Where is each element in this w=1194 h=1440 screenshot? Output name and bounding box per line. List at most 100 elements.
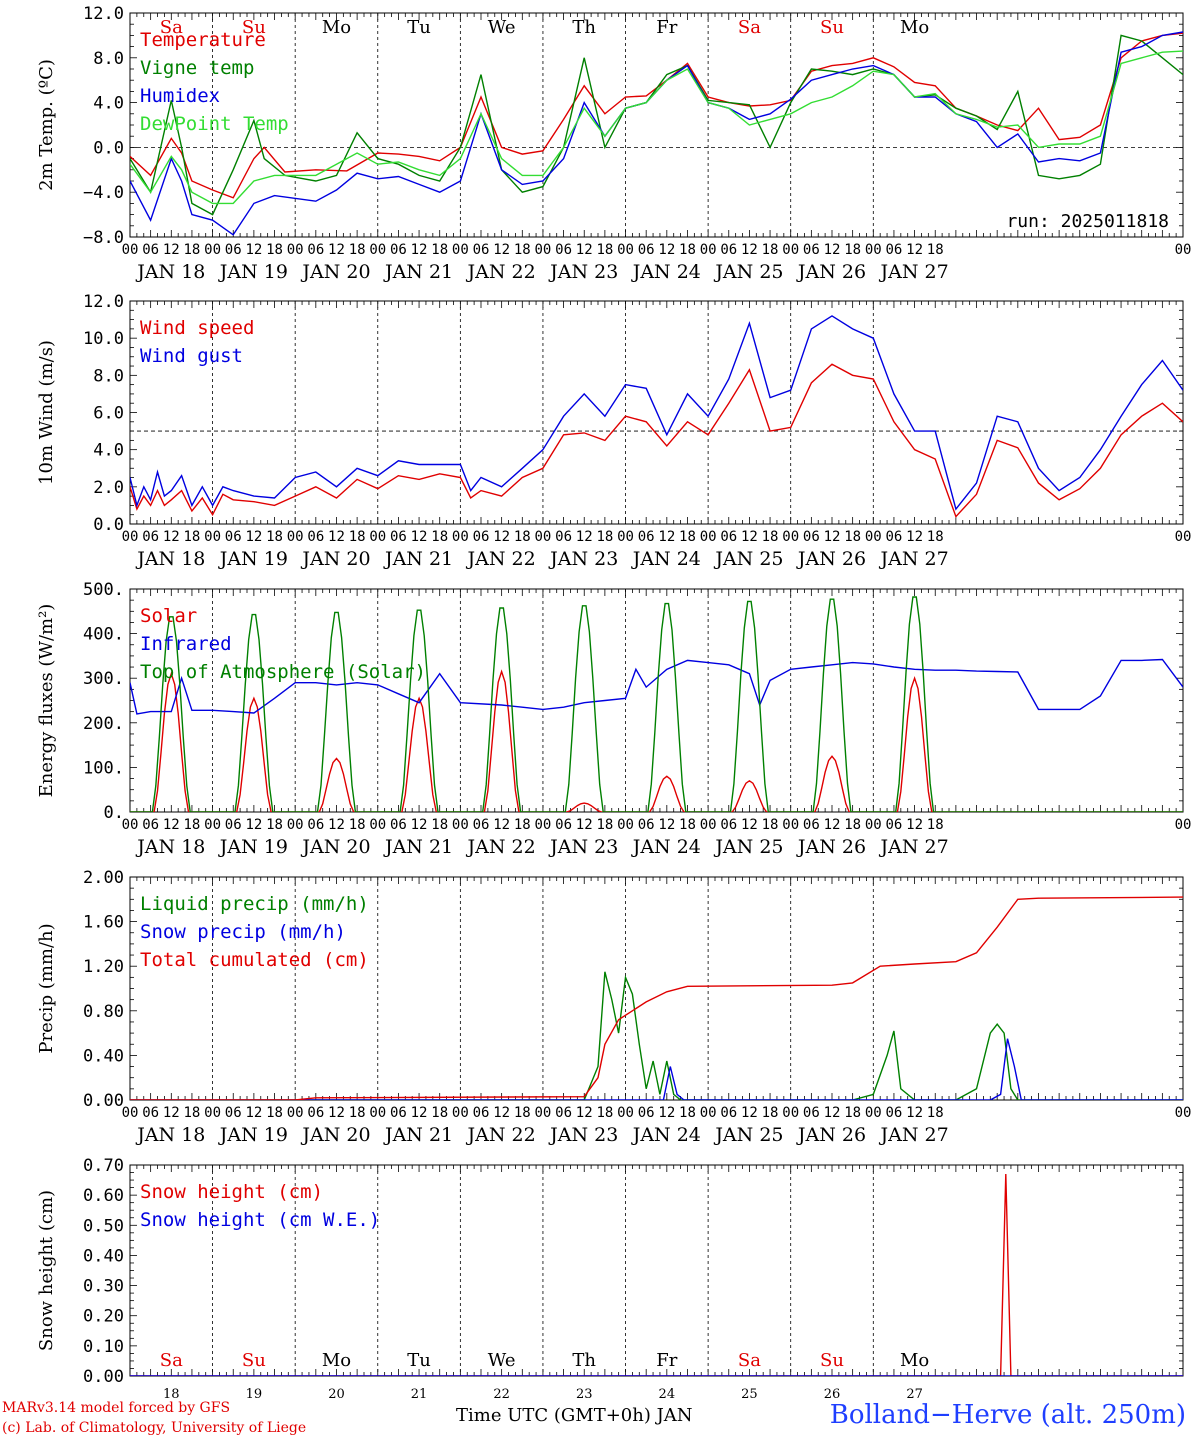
hour-tick-label: 12 <box>576 1105 593 1121</box>
hour-tick-label: 00 <box>700 529 717 545</box>
hour-tick-label: 12 <box>906 817 923 833</box>
hour-tick-label: 12 <box>328 529 345 545</box>
weekday-label: Sa <box>160 1350 183 1371</box>
y-tick-label: 0.50 <box>83 1216 124 1236</box>
y-tick-label: 200. <box>83 714 124 734</box>
weekday-label: Sa <box>738 1350 761 1371</box>
weekday-label: Th <box>572 17 596 38</box>
hour-tick-label: 18 <box>266 817 283 833</box>
series-snow-precip-mm-h- <box>130 1038 1183 1100</box>
hour-tick-label: 12 <box>493 1105 510 1121</box>
hour-tick-label: 12 <box>163 242 180 258</box>
hour-tick-label: 06 <box>555 529 572 545</box>
y-tick-label: 10.0 <box>83 329 124 349</box>
hour-tick-label: 00 <box>782 817 799 833</box>
date-label: JAN 23 <box>548 548 618 570</box>
hour-tick-label: 12 <box>245 529 262 545</box>
legend-entry: Solar <box>140 605 197 627</box>
hour-tick-label: 06 <box>142 817 159 833</box>
day-number-label: 23 <box>576 1387 593 1402</box>
hour-tick-label: 12 <box>328 1105 345 1121</box>
hour-tick-label: 06 <box>142 1105 159 1121</box>
y-tick-label: 2.0 <box>93 478 124 498</box>
legend-entry: Liquid precip (mm/h) <box>140 893 369 915</box>
hour-tick-label: 18 <box>927 529 944 545</box>
hour-tick-label: 18 <box>844 817 861 833</box>
date-label: JAN 27 <box>878 261 948 283</box>
series-wind-speed <box>130 363 1183 518</box>
hour-tick-label: 00 <box>535 242 552 258</box>
y-tick-label: 500. <box>83 580 124 600</box>
hour-tick-label: 00 <box>369 242 386 258</box>
hour-tick-label: 06 <box>307 242 324 258</box>
hour-tick-label: 18 <box>762 817 779 833</box>
date-label: JAN 21 <box>383 548 453 570</box>
hour-tick-label: 12 <box>576 817 593 833</box>
date-label: JAN 19 <box>218 1124 288 1146</box>
hour-tick-label: 06 <box>638 242 655 258</box>
series-liquid-precip-mm-h- <box>130 971 1183 1100</box>
legend-entry: Top of Atmosphere (Solar) <box>140 661 426 683</box>
date-label: JAN 22 <box>466 1124 536 1146</box>
hour-tick-label: 06 <box>225 817 242 833</box>
hour-tick-label: 06 <box>307 1105 324 1121</box>
date-label: JAN 20 <box>300 836 370 858</box>
y-tick-label: 0.00 <box>83 1367 124 1387</box>
y-tick-label: 0.00 <box>83 1091 124 1111</box>
hour-tick-label: 00 <box>617 817 634 833</box>
hour-tick-label: 12 <box>906 242 923 258</box>
legend-entry: Total cumulated (cm) <box>140 949 369 971</box>
date-label: JAN 18 <box>135 548 205 570</box>
weekday-label: Th <box>572 1350 596 1371</box>
hour-tick-label: 18 <box>844 529 861 545</box>
hour-tick-label: 12 <box>411 242 428 258</box>
panel-snow: 0.00 0.10 0.20 0.30 0.40 0.50 0.60 0.70 Snow hei… <box>36 1156 1184 1402</box>
hour-tick-label: 12 <box>245 1105 262 1121</box>
hour-tick-label: 00 <box>782 242 799 258</box>
hour-tick-label: 12 <box>411 1105 428 1121</box>
hour-tick-label: 12 <box>411 529 428 545</box>
hour-tick-label: 18 <box>514 242 531 258</box>
hour-tick-label: 00 <box>204 817 221 833</box>
y-axis-title: Energy fluxes (W/m²) <box>36 604 57 798</box>
date-label: JAN 26 <box>796 261 866 283</box>
hour-tick-label: 12 <box>245 242 262 258</box>
y-tick-label: 0.80 <box>83 1002 124 1022</box>
date-label: JAN 24 <box>631 261 701 283</box>
date-label: JAN 27 <box>878 548 948 570</box>
panel-energy: 0. 100. 200. 300. 400. 500. Energy fluxes (W/m… <box>36 580 1191 858</box>
hour-tick-label: 18 <box>679 1105 696 1121</box>
hour-tick-label: 00 <box>1175 242 1192 258</box>
series-wind-gust <box>130 315 1183 511</box>
hour-tick-label: 18 <box>349 817 366 833</box>
hour-tick-label: 00 <box>287 1105 304 1121</box>
hour-tick-label: 18 <box>514 529 531 545</box>
hour-tick-label: 12 <box>493 529 510 545</box>
hour-tick-label: 18 <box>431 817 448 833</box>
hour-tick-label: 18 <box>927 1105 944 1121</box>
hour-tick-label: 18 <box>844 242 861 258</box>
y-axis-title: 10m Wind (m/s) <box>36 340 57 485</box>
hour-tick-label: 06 <box>803 1105 820 1121</box>
day-number-label: 19 <box>246 1387 263 1402</box>
hour-tick-label: 06 <box>803 242 820 258</box>
date-label: JAN 27 <box>878 836 948 858</box>
date-label: JAN 24 <box>631 1124 701 1146</box>
hour-tick-label: 00 <box>617 1105 634 1121</box>
hour-tick-label: 06 <box>803 529 820 545</box>
hour-tick-label: 18 <box>184 242 201 258</box>
hour-tick-label: 00 <box>1175 817 1192 833</box>
date-label: JAN 26 <box>796 836 866 858</box>
hour-tick-label: 12 <box>658 242 675 258</box>
day-number-label: 27 <box>906 1387 923 1402</box>
hour-tick-label: 12 <box>824 242 841 258</box>
hour-tick-label: 00 <box>782 529 799 545</box>
hour-tick-label: 12 <box>741 1105 758 1121</box>
hour-tick-label: 06 <box>473 1105 490 1121</box>
hour-tick-label: 06 <box>886 529 903 545</box>
hour-tick-label: 18 <box>844 1105 861 1121</box>
y-tick-label: 4.0 <box>93 94 124 114</box>
weekday-label: Sa <box>738 17 761 38</box>
hour-tick-label: 12 <box>411 817 428 833</box>
